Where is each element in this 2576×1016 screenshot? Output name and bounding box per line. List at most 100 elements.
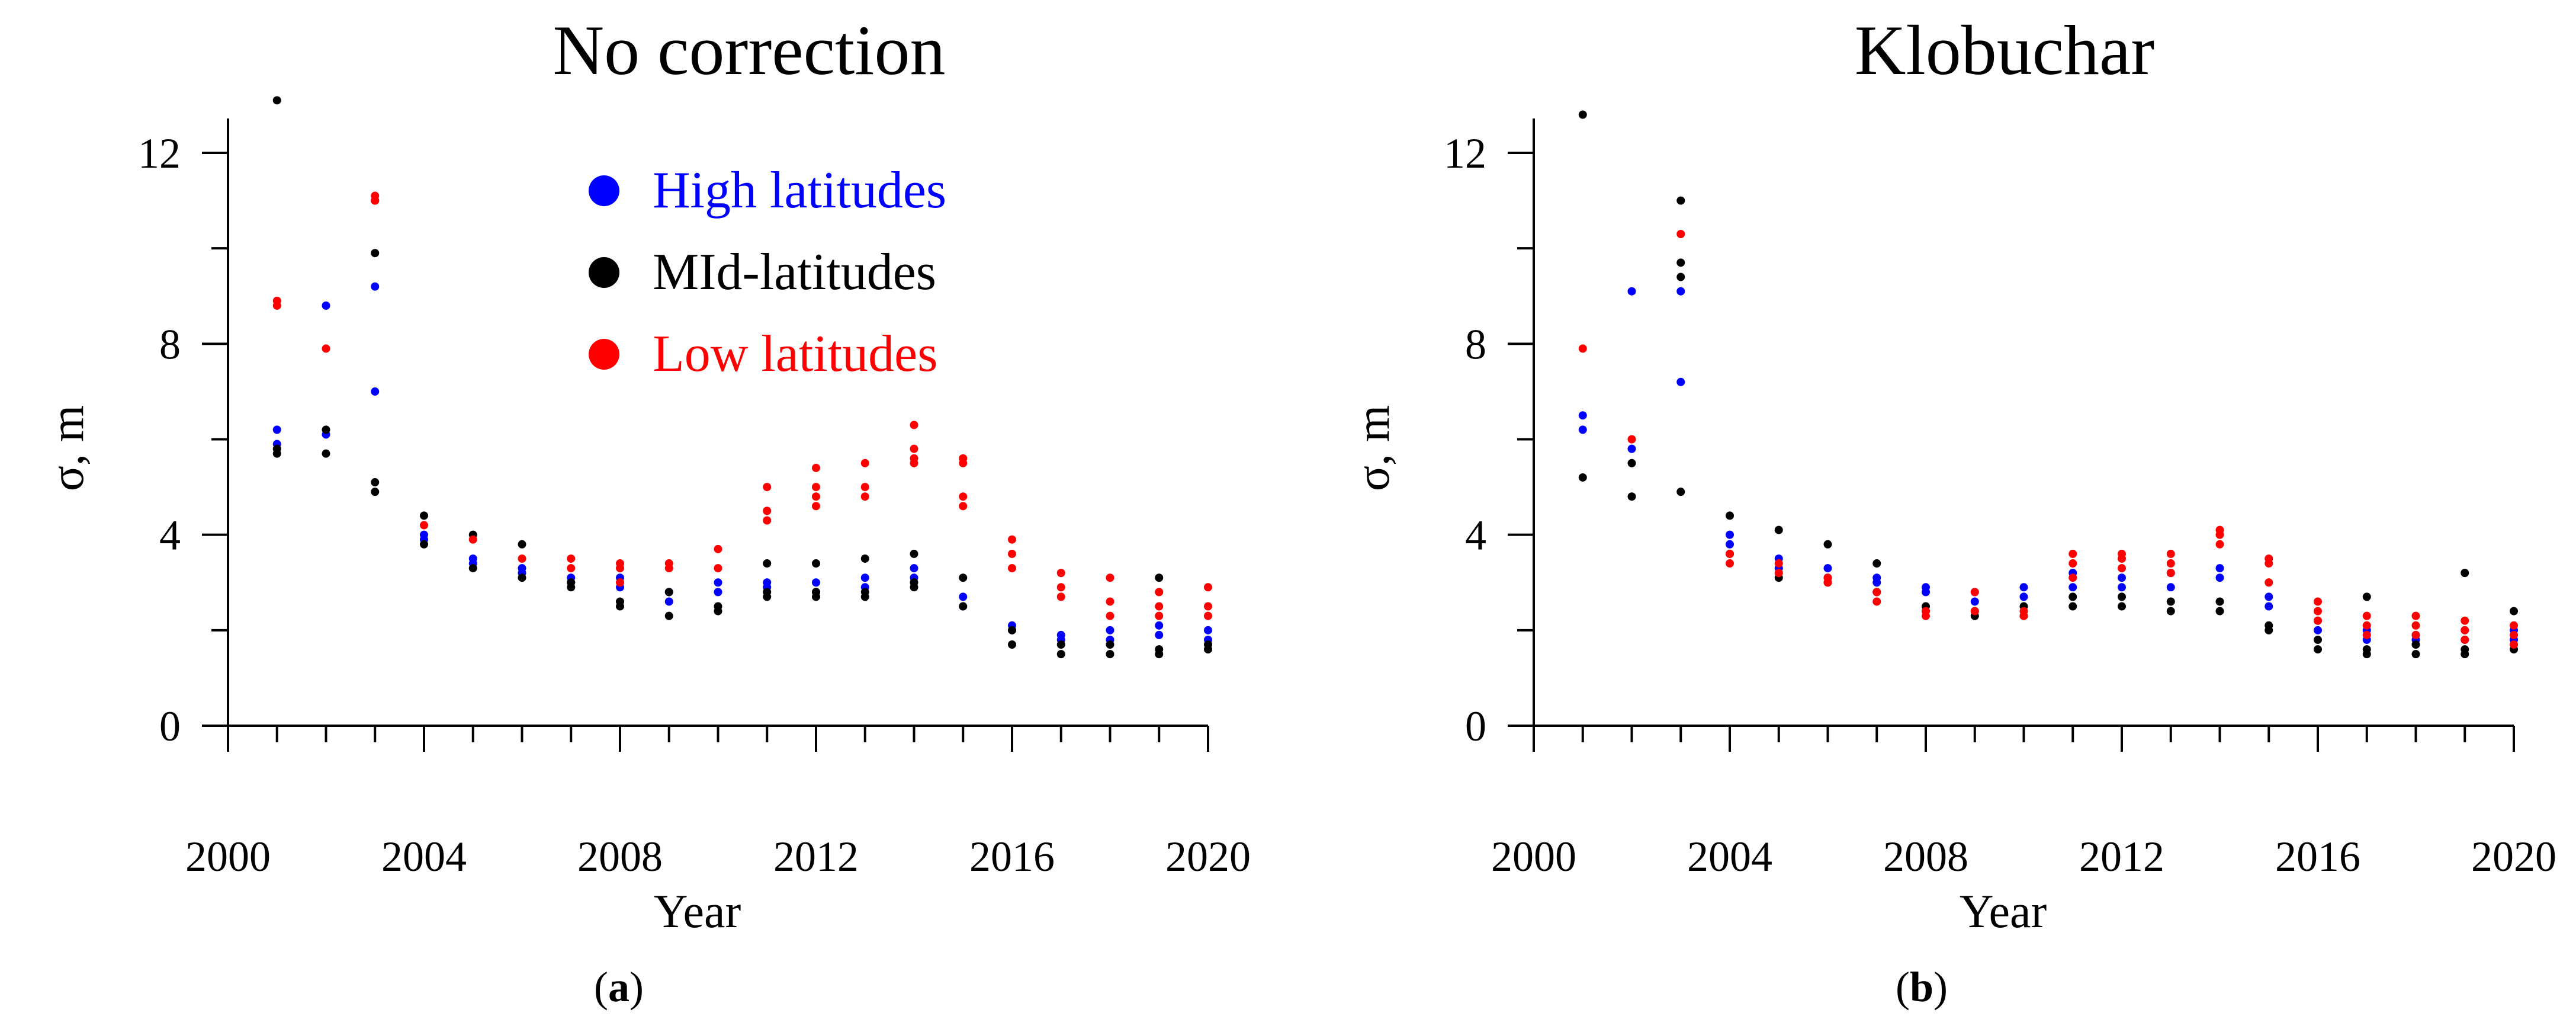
panel-b-point-mid-latitudes (2362, 592, 2371, 601)
panel-b-point-low-latitudes (2265, 559, 2273, 568)
panel-b-point-low-latitudes (1726, 559, 1734, 568)
panel-a-point-high-latitudes (1106, 626, 1114, 634)
panel-a-point-mid-latitudes (1056, 650, 1065, 659)
panel-a-point-mid-latitudes (468, 564, 477, 573)
panel-b-point-low-latitudes (2068, 573, 2077, 582)
panel-b-point-mid-latitudes (1872, 559, 1881, 568)
panel-a-point-low-latitudes (272, 301, 281, 310)
panel-a-point-low-latitudes (714, 564, 722, 573)
panel-a-point-mid-latitudes (1155, 650, 1164, 659)
panel-b-point-mid-latitudes (2411, 640, 2420, 649)
panel-a-point-mid-latitudes (812, 592, 820, 601)
panel-a-point-mid-latitudes (860, 592, 869, 601)
panel-b-point-mid-latitudes (1578, 110, 1587, 119)
panel-a-point-high-latitudes (371, 282, 380, 291)
panel-b-point-mid-latitudes (2166, 607, 2175, 616)
panel-a-point-mid-latitudes (371, 488, 380, 496)
panel-a-point-low-latitudes (322, 344, 330, 353)
panel-b-point-low-latitudes (1872, 597, 1881, 606)
panel-a-point-low-latitudes (1106, 597, 1114, 606)
legend-label: High latitudes (653, 162, 946, 219)
legend-label: MId-latitudes (653, 243, 936, 301)
panel-b-point-high-latitudes (1676, 287, 1685, 296)
panel-b-point-high-latitudes (1578, 411, 1587, 420)
panel-b-point-mid-latitudes (2461, 569, 2469, 578)
panel-a-point-mid-latitudes (371, 249, 380, 258)
panel-a-point-low-latitudes (860, 492, 869, 501)
panel-a-point-high-latitudes (272, 425, 281, 434)
panel-b-point-low-latitudes (2118, 564, 2126, 573)
panel-a-y-tick-label: 4 (159, 512, 181, 559)
panel-a-x-tick-label: 2000 (185, 833, 271, 880)
panel-b-point-low-latitudes (2215, 540, 2224, 549)
panel-b-point-mid-latitudes (1676, 258, 1685, 267)
panel-b-point-high-latitudes (1726, 530, 1734, 539)
panel-a-point-low-latitudes (763, 516, 772, 525)
panel-a-point-high-latitudes (714, 588, 722, 597)
panel-b-point-high-latitudes (2265, 602, 2273, 611)
panel-b-point-mid-latitudes (2314, 645, 2322, 654)
panel-a-point-mid-latitudes (1155, 573, 1164, 582)
panel-b-point-low-latitudes (2314, 616, 2322, 625)
panel-b-point-low-latitudes (2314, 607, 2322, 616)
panel-b-x-tick-label: 2016 (2275, 833, 2360, 880)
panel-a-point-mid-latitudes (272, 449, 281, 458)
panel-b-point-mid-latitudes (2215, 597, 2224, 606)
panel-b-point-low-latitudes (1872, 588, 1881, 597)
panel-a-point-low-latitudes (420, 521, 428, 530)
panel-b-point-mid-latitudes (2215, 607, 2224, 616)
panel-a-point-low-latitudes (910, 421, 918, 430)
panel-b-point-low-latitudes (1970, 588, 1979, 597)
panel-a-point-mid-latitudes (910, 583, 918, 592)
panel-b-point-mid-latitudes (2461, 650, 2469, 659)
panel-b-point-low-latitudes (2510, 640, 2518, 649)
panel-b-point-low-latitudes (1676, 229, 1685, 238)
panel-a-point-low-latitudes (714, 544, 722, 553)
panel-b-x-tick-label: 2008 (1883, 833, 1968, 880)
panel-b-point-high-latitudes (2118, 583, 2126, 592)
panel-b-point-mid-latitudes (2068, 592, 2077, 601)
panel-b-point-mid-latitudes (2411, 650, 2420, 659)
panel-a-point-low-latitudes (468, 535, 477, 544)
panel-a-point-mid-latitudes (763, 559, 772, 568)
panel-a-point-low-latitudes (910, 459, 918, 467)
panel-b-title: Klobuchar (1855, 11, 2154, 89)
panel-b-point-mid-latitudes (1627, 459, 1636, 467)
panel-b-point-low-latitudes (2215, 530, 2224, 539)
panel-a-point-low-latitudes (567, 554, 576, 563)
panel-a-point-high-latitudes (959, 592, 968, 601)
panel-b-point-low-latitudes (2019, 611, 2028, 620)
panel-b-point-low-latitudes (1922, 611, 1930, 620)
panel-a-point-high-latitudes (1155, 630, 1164, 639)
panel-b-point-low-latitudes (2166, 569, 2175, 578)
panel-a-point-mid-latitudes (567, 583, 576, 592)
panel-b-point-low-latitudes (2314, 597, 2322, 606)
panel-a-point-mid-latitudes (322, 449, 330, 458)
panel-b-y-tick-label: 0 (1465, 703, 1486, 750)
panel-b-point-high-latitudes (1676, 377, 1685, 386)
panel-b-point-low-latitudes (2411, 621, 2420, 630)
panel-a-point-high-latitudes (714, 578, 722, 587)
panel-a-point-low-latitudes (910, 444, 918, 453)
panel-b-point-low-latitudes (2068, 549, 2077, 558)
panel-b-point-low-latitudes (1774, 569, 1783, 578)
panel-a-point-low-latitudes (1008, 564, 1016, 573)
panel-a-point-low-latitudes (616, 564, 624, 573)
panel-a-x-tick-label: 2012 (773, 833, 859, 880)
panel-a-title: No correction (553, 11, 945, 89)
panel-a-point-mid-latitudes (860, 554, 869, 563)
panel-b-point-high-latitudes (1627, 444, 1636, 453)
panel-a-point-mid-latitudes (1106, 650, 1114, 659)
panel-b-point-low-latitudes (2362, 630, 2371, 639)
panel-b-point-mid-latitudes (1823, 540, 1832, 549)
panel-b-point-mid-latitudes (2265, 626, 2273, 634)
panel-a-point-high-latitudes (371, 387, 380, 396)
panel-a-point-mid-latitudes (664, 588, 673, 597)
panel-a-point-mid-latitudes (420, 511, 428, 520)
panel-a-point-low-latitudes (959, 492, 968, 501)
panel-b-point-high-latitudes (1578, 425, 1587, 434)
panel-b-y-tick-label: 4 (1465, 512, 1486, 559)
panel-b-point-mid-latitudes (2166, 597, 2175, 606)
panel-a-point-mid-latitudes (1204, 645, 1212, 654)
